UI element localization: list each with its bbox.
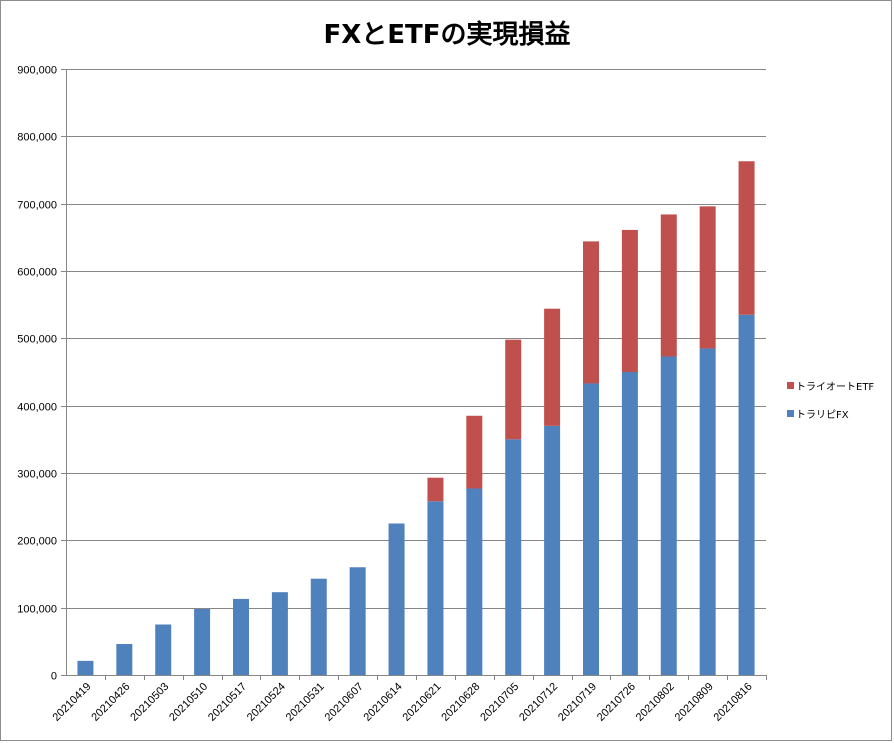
x-tick-label: 20210726 — [595, 681, 638, 724]
y-tick-label: 100,000 — [17, 604, 57, 616]
x-tick-label: 20210705 — [478, 681, 521, 724]
bar-fx — [660, 356, 677, 675]
y-tick-labels: 0 100,000 200,000 300,000 400,000 500,000 600,… — [17, 65, 57, 683]
axes — [61, 69, 767, 680]
x-tick-label: 20210719 — [556, 681, 599, 724]
gridlines — [66, 69, 766, 609]
bar-etf — [660, 214, 677, 357]
y-tick-label: 200,000 — [17, 536, 57, 548]
x-tick-label: 20210419 — [50, 681, 93, 724]
legend-item-etf: トライオートETF — [787, 378, 875, 393]
y-tick-label: 600,000 — [17, 267, 57, 279]
x-tick-label: 20210809 — [673, 681, 716, 724]
y-tick-label: 400,000 — [17, 402, 57, 414]
bar-etf — [583, 241, 599, 384]
x-tick-label: 20210621 — [400, 681, 443, 724]
bars — [77, 161, 755, 675]
y-tick-label: 700,000 — [17, 200, 57, 212]
bar-etf — [699, 206, 716, 349]
x-tick-label: 20210510 — [167, 681, 210, 724]
bar-etf — [427, 477, 444, 502]
bar-etf — [738, 161, 755, 315]
legend-swatch-fx — [787, 409, 794, 417]
y-tick-label: 900,000 — [17, 65, 57, 77]
legend: トライオートETF トラリピFX — [787, 378, 874, 434]
chart-title: FXとETFの実現損益 — [323, 20, 571, 50]
bar-fx — [699, 348, 716, 675]
x-tick-label: 20210816 — [712, 681, 755, 724]
bar-fx — [155, 624, 172, 675]
bar-fx — [233, 598, 249, 675]
bar-fx — [583, 383, 599, 675]
y-tick-label: 500,000 — [17, 334, 57, 346]
bar-etf — [544, 308, 561, 426]
legend-label-etf: トライオートETF — [796, 381, 875, 393]
y-tick-label: 300,000 — [17, 469, 57, 481]
legend-label-fx: トラリピFX — [796, 409, 849, 421]
x-tick-label: 20210712 — [517, 681, 560, 724]
bar-fx — [466, 488, 483, 675]
bar-etf — [466, 415, 483, 489]
bar-fx — [349, 567, 366, 675]
bar-fx — [738, 314, 755, 675]
x-tick-label: 20210426 — [89, 681, 132, 724]
x-tick-label: 20210802 — [634, 681, 677, 724]
bar-fx — [427, 501, 444, 675]
bar-etf — [505, 339, 522, 440]
x-tick-label: 20210614 — [362, 681, 405, 724]
bar-fx — [621, 372, 638, 675]
bar-fx — [544, 425, 561, 675]
bar-fx — [310, 578, 327, 675]
x-tick-label: 20210524 — [245, 681, 288, 724]
legend-swatch-etf — [787, 381, 794, 389]
y-tick-label: 0 — [51, 671, 57, 683]
x-tick-label: 20210503 — [128, 681, 171, 724]
bar-fx — [77, 660, 94, 675]
bar-fx — [505, 439, 522, 675]
y-tick-label: 800,000 — [17, 132, 57, 144]
x-tick-labels: 2021041920210426202105032021051020210517… — [50, 681, 754, 724]
x-tick-label: 20210628 — [439, 681, 482, 724]
bar-fx — [388, 523, 405, 675]
x-tick-label: 20210517 — [206, 681, 249, 724]
legend-item-fx: トラリピFX — [787, 406, 874, 421]
bar-fx — [194, 609, 211, 675]
bar-etf — [621, 229, 638, 372]
x-tick-label: 20210531 — [284, 681, 327, 724]
bar-fx — [116, 644, 133, 675]
bar-fx — [271, 592, 288, 675]
x-tick-label: 20210607 — [323, 681, 366, 724]
